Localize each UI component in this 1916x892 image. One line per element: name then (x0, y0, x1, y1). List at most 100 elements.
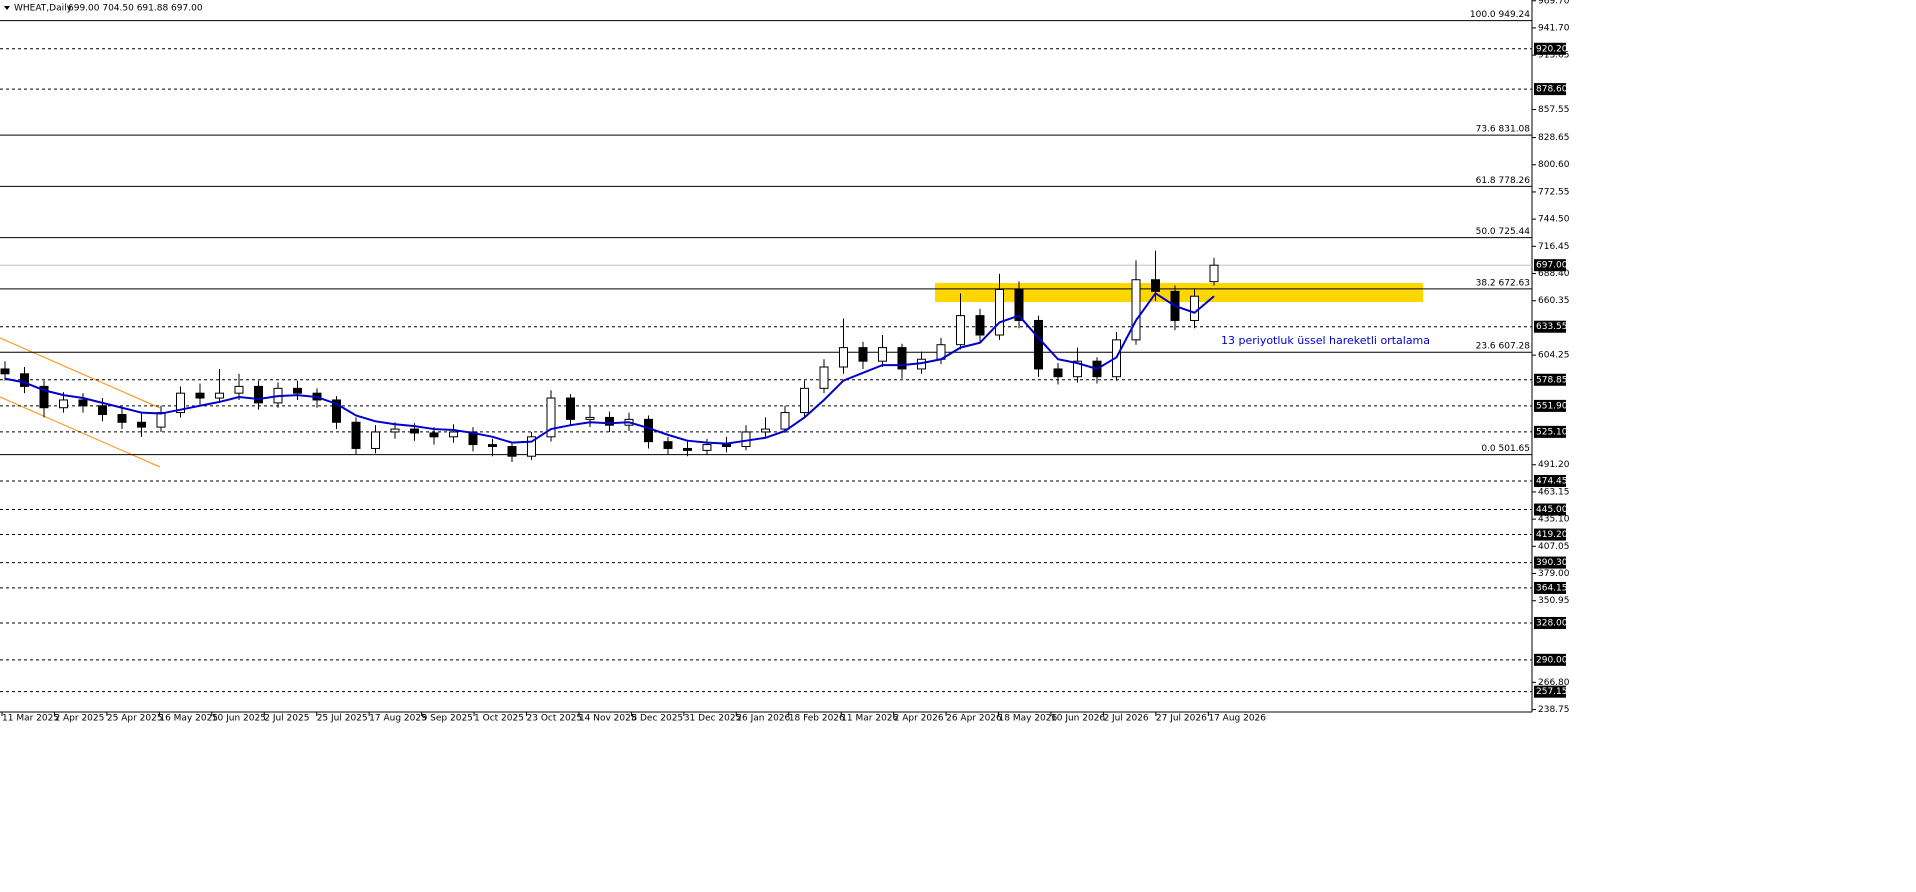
x-tick-label: 27 Jul 2026 (1156, 714, 1207, 724)
candle-body (195, 392, 205, 399)
candle-body (663, 441, 673, 449)
candle-body (215, 392, 224, 399)
y-tick-label: 744.50 (1538, 215, 1570, 225)
y-tick-label: 660.35 (1538, 296, 1570, 306)
level-label: 525.10 (1536, 427, 1568, 437)
fib-label: 50.0 725.44 (1476, 227, 1531, 237)
candle-body (780, 412, 790, 430)
y-tick-label: 941.70 (1538, 23, 1570, 33)
candle-body (39, 385, 49, 409)
current-price-label: 697.00 (1536, 261, 1568, 271)
x-tick-label: 11 Mar 2026 (841, 714, 898, 724)
y-tick-label: 969.70 (1538, 0, 1570, 6)
level-label: 390.30 (1536, 558, 1568, 568)
candle-body (20, 373, 29, 387)
x-tick-label: 10 Jun 2025 (212, 714, 266, 724)
menu-arrow[interactable] (4, 6, 10, 10)
candle-body (956, 315, 965, 346)
candle-body (722, 444, 731, 448)
level-label: 328.00 (1536, 618, 1568, 628)
candle-body (839, 347, 848, 368)
candle-body (546, 397, 556, 438)
candle-body (897, 347, 907, 370)
candle-body (995, 288, 1004, 336)
candle-body (390, 428, 400, 433)
fib-label: 0.0 501.65 (1481, 444, 1530, 454)
x-tick-label: 9 Sep 2025 (422, 714, 473, 724)
y-tick-label: 828.65 (1538, 133, 1570, 143)
candle-body (137, 421, 146, 428)
x-tick-label: 17 Aug 2025 (369, 714, 427, 724)
x-tick-label: 18 Feb 2026 (789, 714, 845, 724)
y-tick-label: 435.10 (1538, 515, 1570, 525)
level-label: 419.20 (1536, 530, 1568, 540)
y-tick-label: 800.60 (1538, 160, 1570, 170)
level-label: 878.60 (1536, 85, 1568, 95)
candle-body (975, 315, 985, 336)
candle-body (1190, 295, 1199, 321)
x-tick-label: 2 Jul 2026 (1103, 714, 1148, 724)
candle-body (585, 416, 595, 420)
candle-body (761, 428, 770, 433)
y-tick-label: 463.15 (1538, 487, 1570, 497)
level-label: 474.45 (1536, 476, 1568, 486)
level-label: 551.90 (1536, 401, 1568, 411)
candle-body (1034, 319, 1043, 370)
x-tick-label: 16 May 2025 (159, 714, 218, 724)
candle-body (156, 412, 166, 428)
candle-body (1053, 368, 1063, 378)
fib-label: 73.6 831.08 (1476, 125, 1531, 135)
x-tick-label: 25 Jul 2025 (317, 714, 368, 724)
level-label-bg (1534, 581, 1566, 594)
candle-body (644, 418, 653, 443)
x-tick-label: 11 Mar 2025 (2, 714, 59, 724)
level-label-bg (1534, 425, 1566, 438)
y-tick-label: 379.00 (1538, 569, 1570, 579)
level-label: 364.15 (1536, 583, 1568, 593)
level-label-bg (1534, 373, 1566, 386)
x-tick-label: 31 Dec 2025 (684, 714, 742, 724)
level-label: 633.55 (1536, 322, 1568, 332)
x-tick-label: 26 Jan 2026 (736, 714, 790, 724)
level-label-bg (1534, 474, 1566, 487)
candle-body (449, 431, 458, 438)
candle-body (1151, 279, 1160, 292)
channel-line (0, 337, 161, 409)
level-label: 290.00 (1536, 655, 1568, 665)
candle-body (878, 347, 887, 362)
level-label-bg (1534, 503, 1566, 516)
y-tick-label: 772.55 (1538, 187, 1570, 197)
y-tick-label: 716.45 (1538, 242, 1570, 252)
x-tick-label: 14 Nov 2025 (579, 714, 637, 724)
x-tick-label: 1 Oct 2025 (474, 714, 524, 724)
y-tick-label: 491.20 (1538, 460, 1570, 470)
y-tick-label: 407.05 (1538, 542, 1570, 552)
level-label-bg (1534, 83, 1566, 96)
candle-body (507, 446, 517, 457)
level-label: 920.20 (1536, 44, 1568, 54)
level-label-bg (1534, 685, 1566, 698)
candle-body (59, 399, 68, 409)
level-label-bg (1534, 528, 1566, 541)
fib-label: 23.6 607.28 (1476, 342, 1531, 352)
level-label-bg (1534, 616, 1566, 629)
annotation: 13 periyotluk üssel hareketli ortalama (1221, 334, 1430, 347)
y-tick-label: 604.25 (1538, 351, 1570, 361)
current-price-bg (1534, 259, 1566, 272)
candle-body (117, 414, 127, 423)
x-tick-label: 8 Dec 2025 (631, 714, 683, 724)
level-label: 257.15 (1536, 687, 1568, 697)
candle-body (605, 416, 614, 426)
y-tick-label: 688.40 (1538, 269, 1570, 279)
candle-body (1073, 360, 1082, 378)
x-tick-label: 2 Apr 2026 (894, 714, 944, 724)
candle-body (741, 431, 751, 448)
x-tick-label: 25 Apr 2025 (107, 714, 163, 724)
level-label-bg (1534, 42, 1566, 55)
candle-body (858, 347, 868, 362)
y-tick-label: 350.95 (1538, 596, 1570, 606)
candle-body (429, 432, 439, 438)
